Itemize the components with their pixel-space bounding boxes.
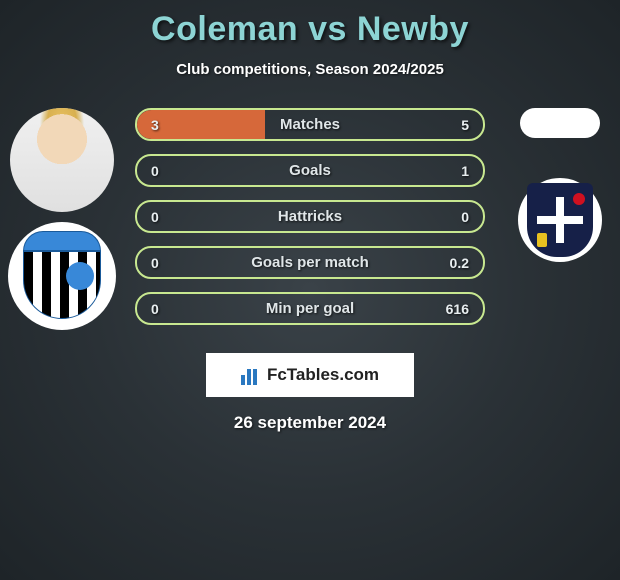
stat-right-value: 1 <box>439 163 469 179</box>
club-right-dot-yellow <box>537 233 547 247</box>
club-right-badge <box>518 178 602 262</box>
stat-left-value: 3 <box>151 117 181 133</box>
brand-icon <box>241 365 261 385</box>
brand-badge[interactable]: FcTables.com <box>206 353 414 397</box>
stat-label: Matches <box>280 116 340 133</box>
stat-left-value: 0 <box>151 209 181 225</box>
stat-right-value: 616 <box>439 301 469 317</box>
player-right-avatar <box>520 108 600 138</box>
subtitle: Club competitions, Season 2024/2025 <box>176 61 444 78</box>
stat-right-value: 5 <box>439 117 469 133</box>
comparison-card: Coleman vs Newby Club competitions, Seas… <box>0 0 620 433</box>
club-left-badge <box>8 222 116 330</box>
stat-left-value: 0 <box>151 301 181 317</box>
stat-right-value: 0 <box>439 209 469 225</box>
stat-left-value: 0 <box>151 163 181 179</box>
club-right-crest <box>527 183 593 257</box>
club-left-stripes <box>23 251 101 319</box>
avatar-placeholder <box>10 108 114 212</box>
brand-text: FcTables.com <box>267 365 379 385</box>
right-player-column <box>518 108 602 262</box>
date-text: 26 september 2024 <box>234 413 386 433</box>
stats-column: 3 Matches 5 0 Goals 1 0 Hattricks 0 0 Go… <box>135 108 485 325</box>
left-player-column <box>8 108 116 330</box>
page-title: Coleman vs Newby <box>151 10 469 49</box>
stat-label: Min per goal <box>266 300 354 317</box>
main-content: 3 Matches 5 0 Goals 1 0 Hattricks 0 0 Go… <box>0 108 620 325</box>
stat-row-mpg: 0 Min per goal 616 <box>135 292 485 325</box>
stat-row-gpm: 0 Goals per match 0.2 <box>135 246 485 279</box>
club-left-banner <box>23 231 101 251</box>
stat-row-hattricks: 0 Hattricks 0 <box>135 200 485 233</box>
stat-left-value: 0 <box>151 255 181 271</box>
stat-row-goals: 0 Goals 1 <box>135 154 485 187</box>
club-right-dot-red <box>573 193 585 205</box>
stat-label: Goals <box>289 162 331 179</box>
stat-label: Goals per match <box>251 254 369 271</box>
stat-right-value: 0.2 <box>439 255 469 271</box>
stat-label: Hattricks <box>278 208 342 225</box>
club-left-emblem <box>66 262 94 290</box>
stat-row-matches: 3 Matches 5 <box>135 108 485 141</box>
player-left-avatar <box>10 108 114 212</box>
club-left-crest <box>23 231 101 321</box>
